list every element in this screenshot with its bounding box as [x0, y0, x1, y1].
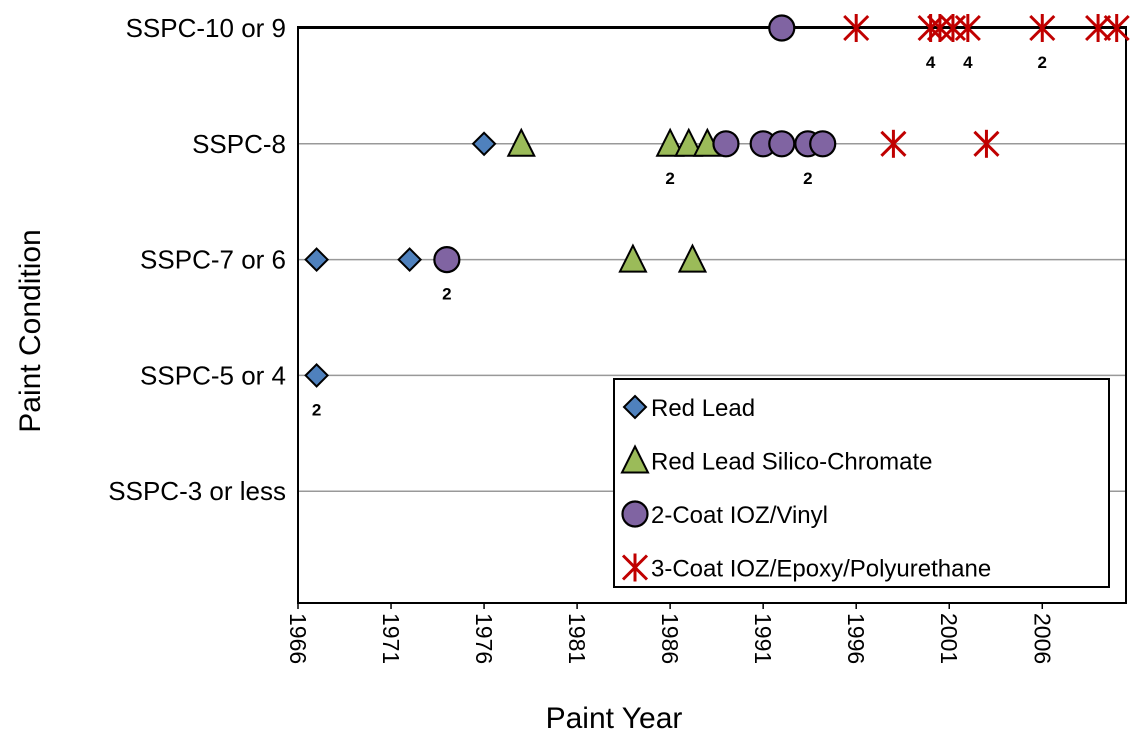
data-points: [304, 14, 1130, 388]
3-coat-ioz-epoxy-polyurethane-point: [843, 14, 870, 42]
2-coat-ioz-vinyl-point: [712, 130, 740, 158]
3-coat-ioz-epoxy-polyurethane-point: [954, 14, 981, 42]
x-tick-label: 1981: [564, 613, 590, 664]
point-count-label: 2: [312, 400, 321, 419]
red-lead-point: [304, 247, 330, 273]
2-coat-ioz-vinyl-point: [768, 130, 796, 158]
red-lead-silico-chromate-point: [674, 127, 704, 157]
plot-area-frame: [297, 26, 1127, 604]
point-count-label: 2: [665, 169, 674, 188]
x-tick-label: 1976: [471, 613, 497, 664]
count-labels: 2 2 2 2 4 4 2: [312, 53, 1047, 419]
point-count-label: 4: [926, 53, 936, 72]
3-coat-ioz-epoxy-polyurethane-point: [926, 14, 953, 42]
red-lead-silico-chromate-point: [655, 127, 685, 157]
legend-circle-icon: [621, 500, 649, 528]
3-coat-ioz-epoxy-polyurethane-point: [1103, 14, 1130, 42]
legend-label-red-lead-silico-chromate: Red Lead Silico-Chromate: [651, 449, 932, 476]
x-tick-label: 2006: [1029, 613, 1055, 664]
red-lead-silico-chromate-point: [618, 243, 648, 273]
point-count-label: 2: [803, 169, 812, 188]
y-tick-label: SSPC-3 or less: [108, 476, 286, 506]
y-tick-label: SSPC-5 or 4: [140, 360, 286, 390]
3-coat-ioz-epoxy-polyurethane-point: [880, 129, 907, 158]
x-axis-ticks: 1966 1971 1976 1981 1986 1991 1996 2001 2006: [285, 603, 1055, 664]
red-lead-point: [397, 247, 423, 273]
legend-label-red-lead: Red Lead: [651, 395, 755, 422]
red-lead-silico-chromate-point: [677, 243, 708, 273]
x-tick-label: 1966: [285, 613, 311, 664]
x-tick-label: 1991: [750, 613, 776, 664]
x-tick-label: 2001: [936, 613, 962, 664]
2-coat-ioz-vinyl-point: [433, 246, 461, 274]
red-lead-silico-chromate-point: [506, 127, 536, 157]
y-axis-title: Paint Condition: [14, 229, 47, 432]
legend-label-3-coat-ioz-epoxy-polyurethane: 3-Coat IOZ/Epoxy/Polyurethane: [651, 556, 991, 583]
legend-triangle-icon: [620, 444, 650, 474]
2-coat-ioz-vinyl-point: [809, 130, 837, 158]
red-lead-point: [471, 131, 497, 157]
3-coat-ioz-epoxy-polyurethane-point: [1085, 14, 1112, 42]
point-count-label: 4: [963, 53, 973, 72]
legend: Red Lead Red Lead Silico-Chromate 2-Coat I…: [613, 378, 1110, 588]
legend-diamond-icon: [622, 394, 648, 420]
legend-box: [613, 378, 1110, 588]
y-tick-label: SSPC-7 or 6: [140, 245, 286, 275]
legend-label-2-coat-ioz-vinyl: 2-Coat IOZ/Vinyl: [651, 502, 828, 529]
2-coat-ioz-vinyl-point: [768, 14, 796, 42]
x-tick-label: 1986: [657, 613, 683, 664]
legend-asterisk-icon: [621, 553, 649, 582]
point-count-label: 2: [1038, 53, 1047, 72]
red-lead-point: [304, 362, 330, 388]
y-tick-label: SSPC-8: [192, 129, 286, 159]
x-axis-title: Paint Year: [546, 702, 683, 735]
3-coat-ioz-epoxy-polyurethane-point: [1029, 14, 1056, 42]
y-tick-label: SSPC-10 or 9: [126, 13, 286, 43]
3-coat-ioz-epoxy-polyurethane-point: [973, 129, 1000, 158]
y-axis-ticks: SSPC-3 or less SSPC-5 or 4 SSPC-7 or 6 SSPC…: [108, 13, 286, 506]
point-count-label: 2: [442, 285, 451, 304]
x-tick-label: 1971: [378, 613, 404, 664]
x-tick-label: 1996: [843, 613, 869, 664]
